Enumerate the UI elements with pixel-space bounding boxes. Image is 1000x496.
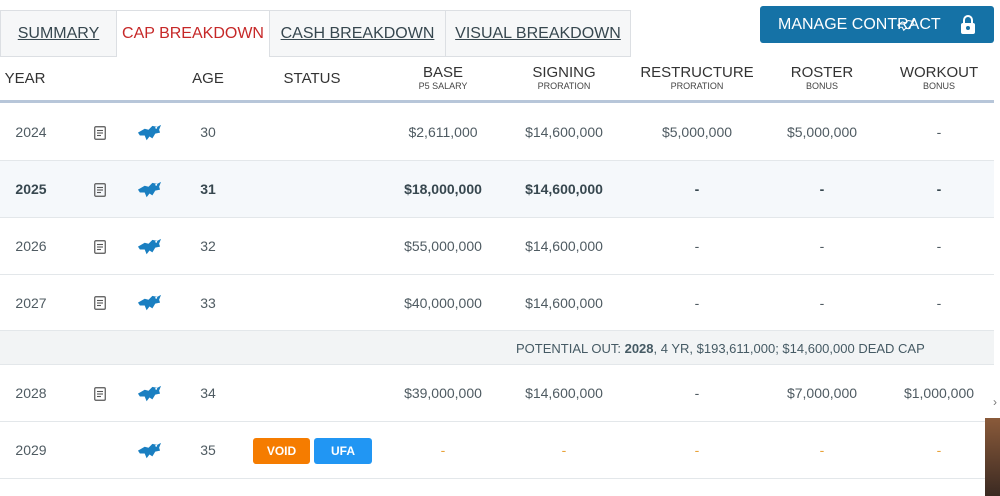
cell-restructure-proration: $5,000,000 <box>661 124 733 140</box>
contract-document-icon[interactable] <box>94 183 106 197</box>
contract-document-icon[interactable] <box>94 387 106 401</box>
manage-contract-label: MANAGE CONTRACT <box>778 15 941 33</box>
col-year[interactable]: YEAR <box>4 69 46 87</box>
status-badge-ufa: UFA <box>314 438 372 464</box>
lock-icon <box>961 15 975 34</box>
cell-roster-bonus: - <box>819 442 825 458</box>
cell-restructure-proration: - <box>694 181 700 197</box>
cell-age: 35 <box>200 442 216 458</box>
table-row: 2028 34 $39,000,000 $14,600,000 - $7,000,000 $… <box>0 365 994 422</box>
contract-document-icon[interactable] <box>94 240 106 254</box>
potential-out-text: POTENTIAL OUT: 2028, 4 YR, $193,611,000;… <box>516 341 925 356</box>
cell-base-salary: $55,000,000 <box>404 238 482 254</box>
cell-roster-bonus: $5,000,000 <box>786 124 858 140</box>
table-row: 2025 31 $18,000,000 $14,600,000 - - - <box>0 161 994 218</box>
status-badge-void: VOID <box>253 438 310 464</box>
cell-year: 2026 <box>15 238 47 254</box>
col-workout[interactable]: WORKOUT BONUS <box>899 64 979 92</box>
team-logo-icon <box>137 441 162 461</box>
col-age[interactable]: AGE <box>192 69 224 87</box>
cell-signing-proration: - <box>561 442 567 458</box>
team-logo-icon <box>137 237 162 257</box>
cell-signing-proration: $14,600,000 <box>525 294 603 311</box>
cell-signing-proration: $14,600,000 <box>525 181 603 197</box>
lions-logo-icon <box>897 18 915 31</box>
col-status[interactable]: STATUS <box>283 69 341 87</box>
team-logo-icon <box>137 384 162 404</box>
cell-age: 30 <box>200 124 216 140</box>
cell-roster-bonus: - <box>819 238 825 254</box>
cell-base-salary: $39,000,000 <box>404 385 482 401</box>
cell-age: 34 <box>200 385 216 401</box>
team-logo-icon <box>137 180 162 200</box>
col-restructure[interactable]: RESTRUCTURE PRORATION <box>640 64 754 92</box>
cell-workout-bonus: - <box>936 181 942 197</box>
team-logo-icon <box>137 293 162 313</box>
manage-contract-button[interactable]: MANAGE CONTRACT <box>760 6 994 43</box>
cell-restructure-proration: - <box>694 385 700 401</box>
cell-year: 2025 <box>15 181 47 197</box>
cell-signing-proration: $14,600,000 <box>525 385 603 401</box>
tab-cash-breakdown[interactable]: CASH BREAKDOWN <box>269 10 445 57</box>
col-signing[interactable]: SIGNING PRORATION <box>532 64 596 92</box>
contract-document-icon[interactable] <box>94 296 106 310</box>
background-photo-edge <box>985 418 1000 496</box>
cell-workout-bonus: - <box>936 294 942 311</box>
cell-base-salary: $2,611,000 <box>408 124 478 140</box>
cell-age: 32 <box>200 238 216 254</box>
potential-out-row: POTENTIAL OUT: 2028, 4 YR, $193,611,000;… <box>0 331 994 365</box>
cell-roster-bonus: - <box>819 294 825 311</box>
scroll-right-icon[interactable]: › <box>993 395 997 409</box>
tab-summary[interactable]: SUMMARY <box>0 10 116 57</box>
cell-year: 2028 <box>15 385 47 401</box>
cell-roster-bonus: - <box>819 181 825 197</box>
contract-document-icon[interactable] <box>94 126 106 140</box>
table-row: 2024 30 $2,611,000 $14,600,000 $5,000,000 $5,… <box>0 104 994 161</box>
team-logo-icon <box>137 123 162 143</box>
cell-roster-bonus: $7,000,000 <box>786 385 858 401</box>
cell-workout-bonus: - <box>936 124 942 140</box>
tab-cap-breakdown[interactable]: CAP BREAKDOWN <box>116 10 269 57</box>
cell-age: 33 <box>200 294 216 311</box>
cell-workout-bonus: $1,000,000 <box>903 385 975 401</box>
cell-base-salary: $40,000,000 <box>404 294 482 311</box>
table-header: YEAR AGE STATUS BASE P5 SALARY SIGNING PRO… <box>0 57 994 103</box>
table-row: 2027 33 $40,000,000 $14,600,000 - - - <box>0 275 994 331</box>
tab-visual-breakdown[interactable]: VISUAL BREAKDOWN <box>445 10 631 57</box>
cell-restructure-proration: - <box>694 442 700 458</box>
cell-workout-bonus: - <box>936 442 942 458</box>
table-row: 2026 32 $55,000,000 $14,600,000 - - - <box>0 218 994 275</box>
col-roster[interactable]: ROSTER BONUS <box>790 64 854 92</box>
cell-restructure-proration: - <box>694 238 700 254</box>
cell-age: 31 <box>200 181 216 197</box>
cell-restructure-proration: - <box>694 294 700 311</box>
col-base[interactable]: BASE P5 SALARY <box>418 64 468 92</box>
cell-base-salary: $18,000,000 <box>404 181 482 197</box>
cell-base-salary: - <box>440 442 446 458</box>
table-row: 2029 35 VOID UFA - - - - - <box>0 422 994 479</box>
cell-signing-proration: $14,600,000 <box>525 124 603 140</box>
cell-year: 2029 <box>15 442 47 458</box>
cell-year: 2024 <box>15 124 47 140</box>
cell-signing-proration: $14,600,000 <box>525 238 603 254</box>
tab-bar: SUMMARY CAP BREAKDOWN CASH BREAKDOWN VIS… <box>0 10 631 57</box>
cell-year: 2027 <box>15 294 47 311</box>
cell-workout-bonus: - <box>936 238 942 254</box>
